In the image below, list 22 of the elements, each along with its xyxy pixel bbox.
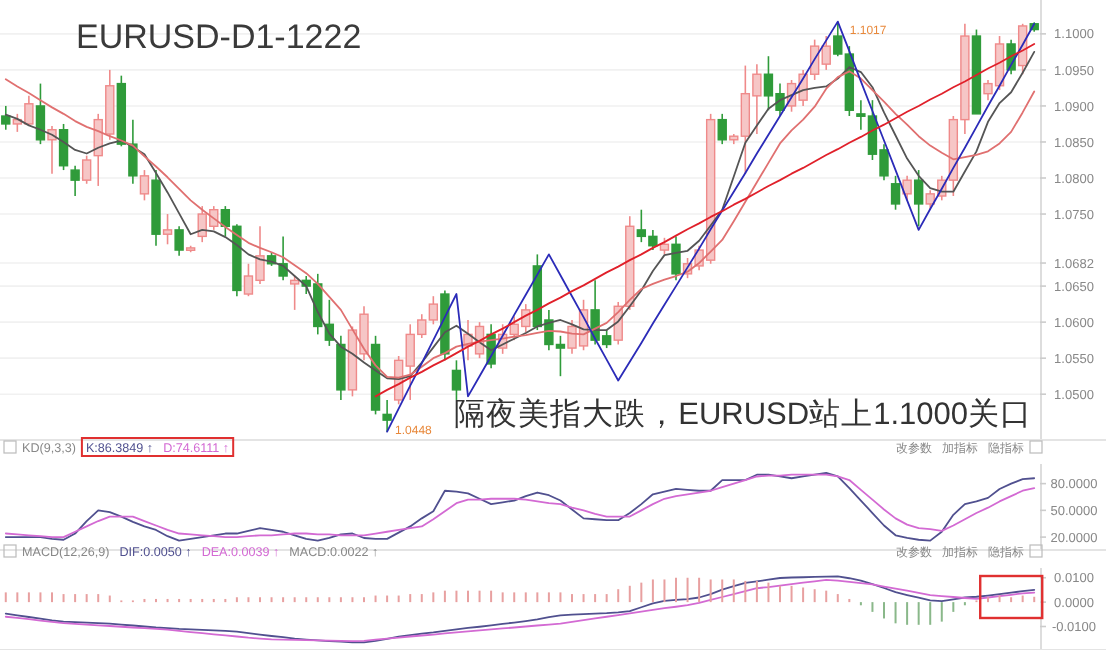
candlestick (70, 164, 80, 197)
candlestick (1, 105, 11, 131)
candlestick (128, 118, 138, 185)
candlestick (913, 169, 924, 228)
candlestick (58, 123, 69, 171)
candlestick (336, 335, 346, 401)
candlestick (902, 175, 912, 202)
candlestick (451, 359, 462, 401)
candlestick (289, 275, 300, 311)
text: 隔夜美指大跌，EURUSD站上1.1000关口 (454, 396, 1032, 432)
candlestick (139, 169, 150, 202)
candlestick (890, 175, 901, 211)
candlestick (671, 235, 681, 282)
text: EURUSD-D1-1222 (76, 18, 362, 56)
candlestick (47, 125, 57, 175)
line-series (386, 20, 1036, 433)
candlestick (174, 225, 184, 257)
candlestick (162, 213, 173, 246)
candlestick (382, 399, 392, 433)
candlestick (81, 154, 92, 185)
candlestick (717, 113, 727, 145)
candlestick (35, 82, 46, 145)
